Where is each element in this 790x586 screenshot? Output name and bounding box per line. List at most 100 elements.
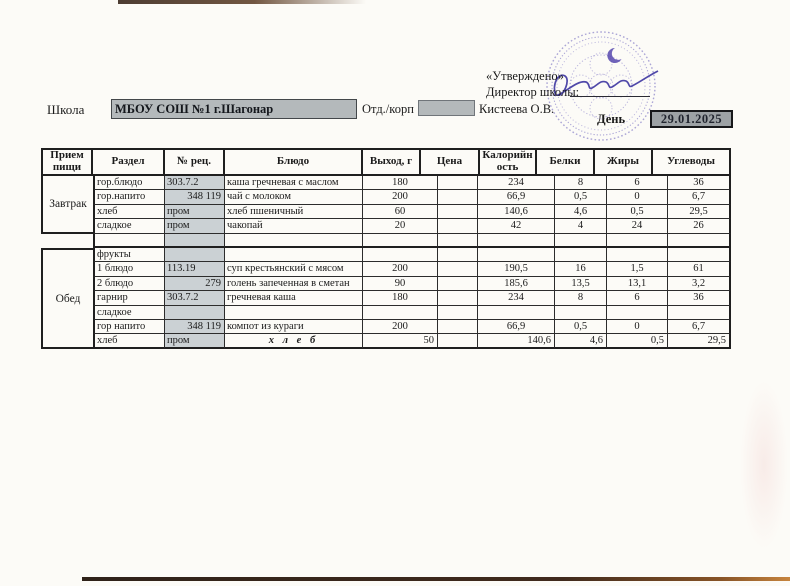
table-cell: 140,6 [478,334,555,349]
table-cell: каша гречневая с маслом [225,176,363,191]
director-title: Директор школы: [486,85,580,99]
table-cell: фрукты [93,247,165,263]
scan-edge-line-bottom [82,577,790,581]
table-cell [225,233,363,248]
table-row: хлеб пром х л е б 50 140,6 4,6 0,5 29,5 [93,334,731,349]
table-cell [478,233,555,248]
table-cell: пром [165,219,225,234]
scan-edge-smudge-top [118,0,366,4]
table-cell: 303.7.2 [165,176,225,191]
table-cell: 348 119 [165,190,225,205]
table-cell [438,176,478,191]
table-cell: чакопай [225,219,363,234]
table-cell [363,247,438,263]
table-cell: пром [165,334,225,349]
table-cell: хлеб пшеничный [225,204,363,220]
table-cell [478,305,555,320]
table-cell: 90 [363,276,438,292]
table-cell: 6,7 [668,319,731,335]
table-cell: 200 [363,190,438,205]
table-row: гарнир 303.7.2 гречневая каша 180 234 8 … [93,291,731,306]
table-cell: 6 [607,176,668,191]
day-label: День [597,112,626,126]
table-cell: 190,5 [478,262,555,277]
table-cell: 140,6 [478,204,555,220]
table-cell: сладкое [93,219,165,234]
table-cell [555,305,607,320]
table-row: хлеб пром хлеб пшеничный 60 140,6 4,6 0,… [93,204,731,220]
signature-icon [553,70,659,97]
table-cell: 4 [555,219,607,234]
table-cell [165,233,225,248]
table-cell [607,305,668,320]
scan-smudge-right [740,380,788,550]
table-cell: 200 [363,262,438,277]
table-cell: 16 [555,262,607,277]
signature-underline [570,80,650,97]
meal-group-zavtrak: Завтрак [41,176,93,234]
table-row: 2 блюдо 279 голень запеченная в сметан 9… [93,276,731,292]
table-cell [438,334,478,349]
date-field: 29.01.2025 [650,110,733,128]
table-cell: 0 [607,190,668,205]
table-cell: 8 [555,176,607,191]
table-cell [225,305,363,320]
dept-field [418,100,475,116]
school-label: Школа [47,102,85,117]
table-cell: 1,5 [607,262,668,277]
table-cell: суп крестьянский с мясом [225,262,363,277]
header-razdel: Раздел [93,148,165,176]
table-cell: 50 [363,334,438,349]
header-belki: Белки [537,148,595,176]
table-cell [438,305,478,320]
table-cell [363,305,438,320]
table-cell: 2 блюдо [93,276,165,292]
table-cell: 6,7 [668,190,731,205]
table-body: гор.блюдо 303.7.2 каша гречневая с масло… [93,176,731,349]
table-cell: 200 [363,319,438,335]
table-cell: 66,9 [478,190,555,205]
header-vyhod: Выход, г [363,148,421,176]
table-row: 1 блюдо 113.19 суп крестьянский с мясом … [93,262,731,277]
table-cell: 26 [668,219,731,234]
menu-table: Прием пищи Раздел № рец. Блюдо Выход, г … [41,148,731,349]
table-cell: 279 [165,276,225,292]
table-cell: 42 [478,219,555,234]
table-cell [225,247,363,263]
table-cell: 0 [607,319,668,335]
table-cell: 20 [363,219,438,234]
table-cell [438,190,478,205]
table-cell [555,247,607,263]
table-cell: 29,5 [668,334,731,349]
header-blyudo: Блюдо [225,148,363,176]
table-cell: 8 [555,291,607,306]
table-cell [668,247,731,263]
table-cell: 303.7.2 [165,291,225,306]
table-cell: 234 [478,291,555,306]
table-cell: гор.напито [93,190,165,205]
dept-label: Отд./корп [362,102,414,116]
table-header-row: Прием пищи Раздел № рец. Блюдо Выход, г … [41,148,731,176]
table-cell: 13,5 [555,276,607,292]
table-cell: 0,5 [607,334,668,349]
table-cell: 113.19 [165,262,225,277]
table-cell: гор напито [93,319,165,335]
table-cell: 4,6 [555,334,607,349]
table-cell: 3,2 [668,276,731,292]
table-cell: 185,6 [478,276,555,292]
table-cell: 29,5 [668,204,731,220]
table-cell: 36 [668,291,731,306]
table-cell: 13,1 [607,276,668,292]
table-cell [363,233,438,248]
table-row: гор напито 348 119 компот из кураги 200 … [93,319,731,335]
table-cell [478,247,555,263]
header-num-rec: № рец. [165,148,225,176]
header-uglevody: Углеводы [653,148,731,176]
table-cell [607,247,668,263]
table-cell: чай с молоком [225,190,363,205]
table-cell [438,319,478,335]
table-cell: 24 [607,219,668,234]
table-cell: 60 [363,204,438,220]
table-cell [438,247,478,263]
